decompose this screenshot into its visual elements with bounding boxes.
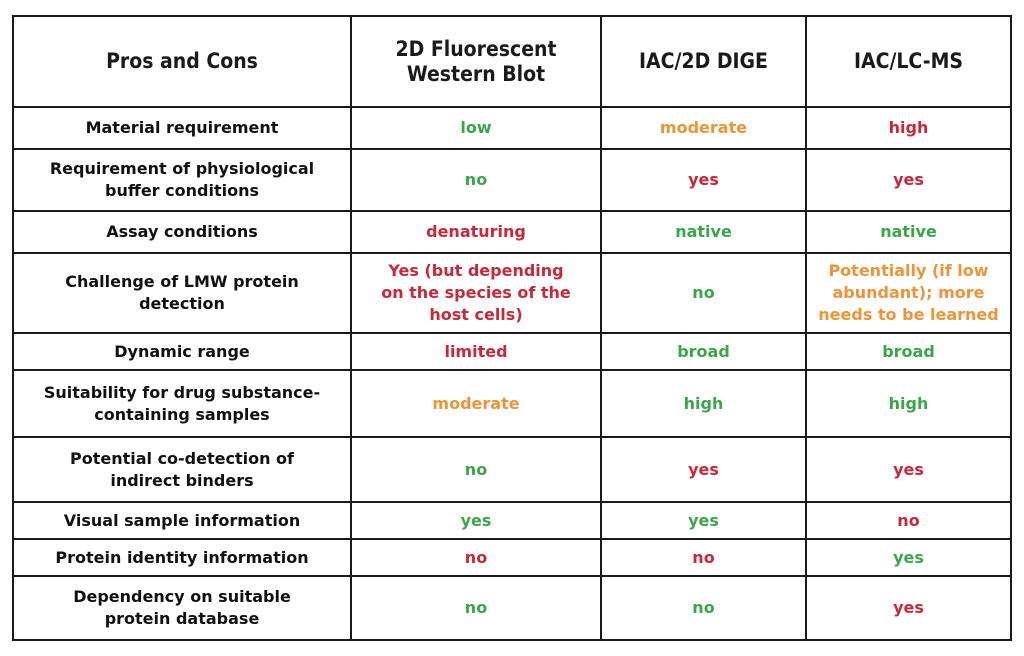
value-text: no	[897, 510, 920, 530]
value-text: low	[460, 118, 492, 137]
row-label-cell: Suitability for drug substance-containin…	[12, 369, 352, 438]
row-label-cell: Potential co-detection of indirect binde…	[12, 436, 352, 503]
value-text: denaturing	[426, 222, 526, 241]
value-cell: no	[350, 538, 602, 577]
value-text: Potentially (if low abundant); more need…	[818, 261, 999, 324]
value-text: yes	[893, 598, 924, 617]
row-label: Challenge of LMW protein detection	[65, 272, 299, 313]
row-label-cell: Protein identity information	[12, 538, 352, 577]
value-cell: yes	[805, 148, 1012, 212]
comparison-table: Pros and Cons 2D Fluorescent Western Blo…	[12, 15, 1012, 641]
value-text: no	[464, 459, 488, 479]
value-text: no	[692, 283, 715, 302]
value-cell: moderate	[600, 106, 807, 150]
value-text: high	[683, 393, 724, 413]
row-label-cell: Assay conditions	[12, 210, 352, 254]
table-row: Protein identity information no no yes	[12, 538, 1012, 577]
value-cell: high	[805, 369, 1012, 438]
value-cell: broad	[805, 332, 1012, 371]
value-cell: broad	[600, 332, 807, 371]
value-text: broad	[677, 341, 730, 361]
value-cell: denaturing	[350, 210, 602, 254]
table-row: Challenge of LMW protein detection Yes (b…	[12, 252, 1012, 334]
row-label: Dependency on suitable protein database	[73, 587, 291, 628]
row-label: Suitability for drug substance-containin…	[43, 382, 321, 424]
row-label: Requirement of physiological buffer cond…	[49, 159, 315, 200]
value-cell: high	[600, 369, 807, 438]
row-label: Material requirement	[85, 118, 279, 137]
value-cell: yes	[805, 575, 1012, 641]
table-row: Requirement of physiological buffer cond…	[12, 148, 1012, 212]
value-cell: native	[600, 210, 807, 254]
value-cell: high	[805, 106, 1012, 150]
value-text: no	[464, 598, 488, 617]
value-cell: moderate	[350, 369, 602, 438]
row-label: Assay conditions	[106, 222, 258, 241]
value-text: limited	[444, 341, 508, 361]
value-cell: no	[805, 501, 1012, 540]
value-cell: yes	[805, 538, 1012, 577]
value-cell: Yes (but depending on the species of the…	[350, 252, 602, 334]
row-label: Potential co-detection of indirect binde…	[69, 448, 295, 490]
value-cell: limited	[350, 332, 602, 371]
value-text: moderate	[659, 118, 748, 137]
header-western-blot-text: 2D Fluorescent Western Blot	[395, 36, 557, 86]
value-text: yes	[688, 170, 719, 189]
row-label: Dynamic range	[114, 341, 250, 361]
value-text: yes	[893, 170, 924, 189]
row-label-cell: Visual sample information	[12, 501, 352, 540]
header-pros-cons: Pros and Cons	[12, 15, 352, 108]
row-label: Visual sample information	[63, 510, 301, 530]
value-text: high	[888, 118, 929, 137]
value-cell: no	[600, 575, 807, 641]
table-row: Suitability for drug substance-containin…	[12, 369, 1012, 438]
row-label-cell: Requirement of physiological buffer cond…	[12, 148, 352, 212]
value-text: no	[692, 547, 715, 567]
value-text: yes	[893, 459, 924, 479]
table-body: Material requirement low moderate high Requi…	[12, 106, 1012, 641]
value-text: yes	[893, 547, 924, 567]
value-text: yes	[688, 510, 719, 530]
value-cell: no	[600, 252, 807, 334]
value-text: high	[888, 393, 929, 413]
value-cell: low	[350, 106, 602, 150]
value-text: yes	[460, 510, 492, 530]
table-row: Material requirement low moderate high	[12, 106, 1012, 150]
value-cell: Potentially (if low abundant); more need…	[805, 252, 1012, 334]
row-label: Protein identity information	[55, 547, 309, 567]
table-row: Assay conditions denaturing native native	[12, 210, 1012, 254]
value-text: moderate	[432, 393, 520, 413]
value-text: Yes (but depending on the species of the…	[381, 261, 571, 324]
value-text: native	[880, 222, 937, 241]
value-cell: no	[600, 538, 807, 577]
value-cell: no	[350, 575, 602, 641]
header-row: Pros and Cons 2D Fluorescent Western Blo…	[12, 15, 1012, 108]
value-cell: yes	[600, 148, 807, 212]
value-cell: yes	[600, 436, 807, 503]
row-label-cell: Dependency on suitable protein database	[12, 575, 352, 641]
value-text: broad	[882, 341, 935, 361]
table-row: Visual sample information yes yes no	[12, 501, 1012, 540]
value-text: no	[692, 598, 715, 617]
table-row: Potential co-detection of indirect binde…	[12, 436, 1012, 503]
value-cell: no	[350, 436, 602, 503]
value-cell: yes	[805, 436, 1012, 503]
value-text: native	[675, 222, 732, 241]
header-iac-2d-dige: IAC/2D DIGE	[600, 15, 807, 108]
row-label-cell: Challenge of LMW protein detection	[12, 252, 352, 334]
table-row: Dependency on suitable protein database n…	[12, 575, 1012, 641]
value-cell: native	[805, 210, 1012, 254]
value-text: no	[464, 547, 488, 567]
value-cell: no	[350, 148, 602, 212]
value-cell: yes	[350, 501, 602, 540]
row-label-cell: Material requirement	[12, 106, 352, 150]
value-text: no	[464, 170, 488, 189]
row-label-cell: Dynamic range	[12, 332, 352, 371]
value-cell: yes	[600, 501, 807, 540]
table-row: Dynamic range limited broad broad	[12, 332, 1012, 371]
header-iac-lc-ms: IAC/LC-MS	[805, 15, 1012, 108]
header-western-blot: 2D Fluorescent Western Blot	[350, 15, 602, 108]
value-text: yes	[688, 459, 719, 479]
